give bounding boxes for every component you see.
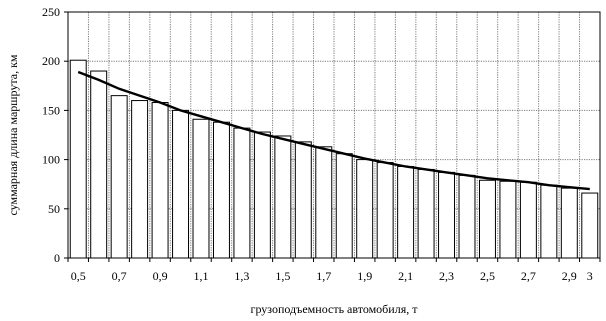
trend-line: [77, 70, 590, 191]
bar: [417, 168, 435, 259]
bar: [458, 174, 476, 259]
y-tick-label: 250: [42, 5, 60, 19]
bar: [253, 131, 271, 259]
bar: [172, 109, 190, 259]
bar-series: [69, 59, 599, 259]
x-tick-label: 0,7: [112, 269, 127, 283]
x-tick-label: 2,3: [439, 269, 454, 283]
bar: [356, 159, 374, 259]
x-axis: 0,5 0,7 0,9 1,1 1,3 1,5 1,7 1,9 2,1 2,3 2,5 2,7 2,9 3: [67, 258, 601, 283]
bar: [519, 181, 537, 259]
x-tick-label: 2,1: [398, 269, 413, 283]
bar: [151, 102, 169, 259]
y-axis-title: суммарная длина маршрута, км: [6, 54, 20, 215]
x-tick-label: 1,9: [357, 269, 372, 283]
bar: [192, 118, 210, 259]
bar: [438, 171, 456, 259]
bar: [560, 187, 578, 259]
bar: [376, 162, 394, 259]
x-tick-label: 2,5: [480, 269, 495, 283]
grid: [68, 11, 600, 259]
bar: [110, 95, 128, 259]
bar: [131, 100, 149, 259]
bar: [499, 180, 517, 259]
x-tick-label: 0,9: [153, 269, 168, 283]
y-tick-label: 50: [48, 202, 60, 216]
bar: [90, 70, 108, 259]
x-tick-label: 0,5: [71, 269, 86, 283]
x-tick-label: 1,5: [275, 269, 290, 283]
x-tick-label: 2,9: [562, 269, 577, 283]
bar: [581, 192, 599, 259]
x-axis-title: грузоподъемность автомобиля, т: [251, 302, 419, 316]
bar: [294, 141, 312, 259]
bar: [478, 179, 496, 259]
x-tick-label: 2,7: [521, 269, 536, 283]
x-tick-label: 1,1: [194, 269, 209, 283]
bar: [335, 153, 353, 259]
y-tick-label: 0: [54, 251, 60, 265]
y-tick-label: 150: [42, 103, 60, 117]
bar: [315, 146, 333, 259]
x-tick-label: 1,7: [316, 269, 331, 283]
bar: [274, 135, 292, 259]
bar: [540, 184, 558, 259]
bar: [233, 127, 251, 259]
y-tick-label: 100: [42, 153, 60, 167]
y-tick-label: 200: [42, 54, 60, 68]
bar: [397, 165, 415, 259]
y-axis: 0 50 100 150 200 250: [42, 5, 68, 265]
x-tick-label: 3: [587, 269, 593, 283]
x-tick-label: 1,3: [234, 269, 249, 283]
bar: [212, 121, 230, 259]
bar: [69, 59, 87, 259]
